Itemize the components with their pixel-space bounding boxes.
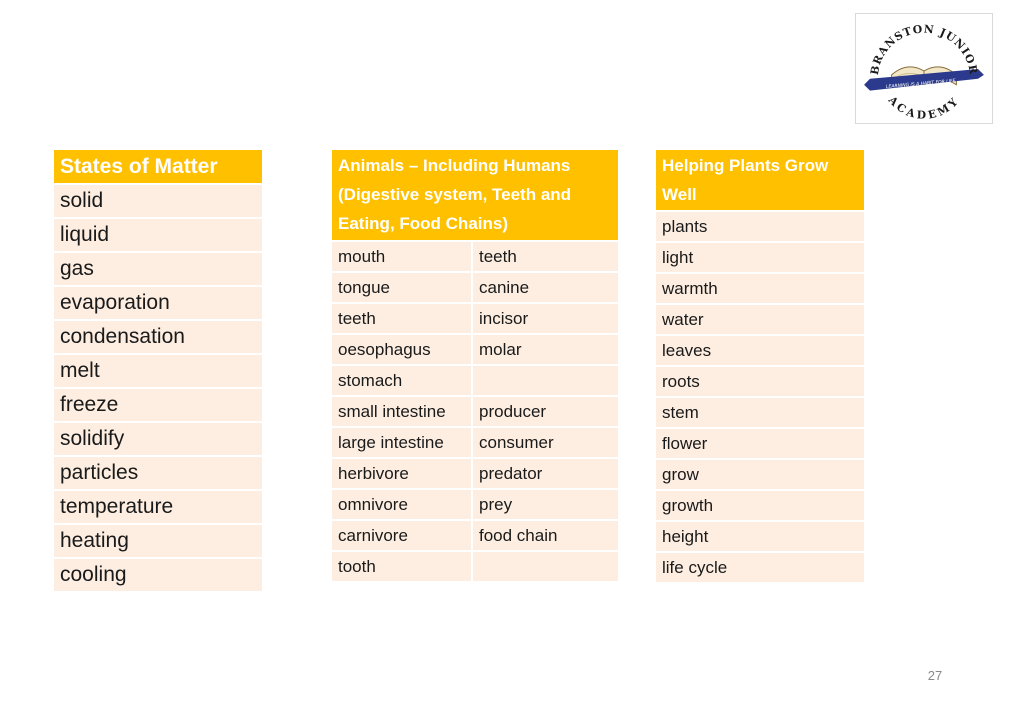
states-of-matter-title: States of Matter [54,150,262,183]
vocab-word-right: canine [473,273,618,302]
table-row: plants [656,212,864,241]
table-header: States of Matter [54,150,262,183]
logo-name-top: BRANSTON JUNIOR [868,22,979,75]
page-number: 27 [927,668,943,683]
vocab-word-left: omnivore [332,490,473,519]
table-row: carnivore food chain [332,521,618,550]
vocab-word: life cycle [656,553,864,582]
vocab-word-left: oesophagus [332,335,473,364]
vocab-word: roots [656,367,864,396]
vocab-word: solidify [54,423,262,455]
vocab-word-left: carnivore [332,521,473,550]
table-row: particles [54,457,262,489]
table-row: oesophagus molar [332,335,618,364]
table-row: roots [656,367,864,396]
vocab-word-left: herbivore [332,459,473,488]
svg-text:ACADEMY: ACADEMY [885,93,962,122]
vocab-word-right: predator [473,459,618,488]
table-row: heating [54,525,262,557]
vocab-word: grow [656,460,864,489]
animals-title: Animals – Including Humans (Digestive sy… [332,150,618,240]
table-row: life cycle [656,553,864,582]
vocab-word: evaporation [54,287,262,319]
table-row: small intestine producer [332,397,618,426]
table-row: tongue canine [332,273,618,302]
vocab-word-left: tongue [332,273,473,302]
vocab-word-right: producer [473,397,618,426]
vocab-word: liquid [54,219,262,251]
table-row: freeze [54,389,262,421]
animals-table: Animals – Including Humans (Digestive sy… [332,148,618,583]
vocab-word-right: molar [473,335,618,364]
vocab-word-left: tooth [332,552,473,581]
table-row: solidify [54,423,262,455]
table-row: water [656,305,864,334]
vocab-word: height [656,522,864,551]
vocab-word: temperature [54,491,262,523]
table-row: gas [54,253,262,285]
vocab-word-left: stomach [332,366,473,395]
vocab-word: melt [54,355,262,387]
vocab-word: cooling [54,559,262,591]
table-row: mouth teeth [332,242,618,271]
table-header: Helping Plants Grow Well [656,150,864,210]
table-row: warmth [656,274,864,303]
vocab-word: particles [54,457,262,489]
table-row: condensation [54,321,262,353]
vocab-word-right: food chain [473,521,618,550]
vocab-word: growth [656,491,864,520]
vocab-word: plants [656,212,864,241]
logo-name-bottom: ACADEMY [885,93,959,122]
table-row: large intestine consumer [332,428,618,457]
table-row: stomach [332,366,618,395]
table-row: stem [656,398,864,427]
vocab-word: leaves [656,336,864,365]
academy-logo-emblem: LEARNING IS A HABIT FOR LIFE BRANSTON JU… [864,22,984,122]
table-row: cooling [54,559,262,591]
states-of-matter-table: States of Matter solid liquid gas evaporati… [54,148,262,593]
table-row: height [656,522,864,551]
table-row: liquid [54,219,262,251]
vocab-word: freeze [54,389,262,421]
vocab-word: heating [54,525,262,557]
table-row: light [656,243,864,272]
table-row: flower [656,429,864,458]
vocab-word: light [656,243,864,272]
table-row: teeth incisor [332,304,618,333]
plants-title: Helping Plants Grow Well [656,150,864,210]
academy-logo: LEARNING IS A HABIT FOR LIFE BRANSTON JU… [855,13,993,124]
vocab-word: solid [54,185,262,217]
vocab-word-right: consumer [473,428,618,457]
vocab-word-right: incisor [473,304,618,333]
table-row: evaporation [54,287,262,319]
vocab-word: warmth [656,274,864,303]
vocab-word: water [656,305,864,334]
vocab-word: flower [656,429,864,458]
vocab-word: stem [656,398,864,427]
vocab-word-right: prey [473,490,618,519]
table-row: growth [656,491,864,520]
vocab-word: condensation [54,321,262,353]
table-row: leaves [656,336,864,365]
vocab-word-right: teeth [473,242,618,271]
table-header: Animals – Including Humans (Digestive sy… [332,150,618,240]
vocab-word-left: mouth [332,242,473,271]
table-row: grow [656,460,864,489]
table-row: melt [54,355,262,387]
table-row: solid [54,185,262,217]
vocab-word-right [473,366,618,395]
table-row: temperature [54,491,262,523]
table-row: herbivore predator [332,459,618,488]
vocab-word: gas [54,253,262,285]
table-row: omnivore prey [332,490,618,519]
plants-table: Helping Plants Grow Well plants light warm… [656,148,864,584]
vocab-word-right [473,552,618,581]
vocab-word-left: teeth [332,304,473,333]
vocab-word-left: large intestine [332,428,473,457]
table-row: tooth [332,552,618,581]
svg-text:BRANSTON JUNIOR: BRANSTON JUNIOR [868,22,980,75]
vocab-word-left: small intestine [332,397,473,426]
